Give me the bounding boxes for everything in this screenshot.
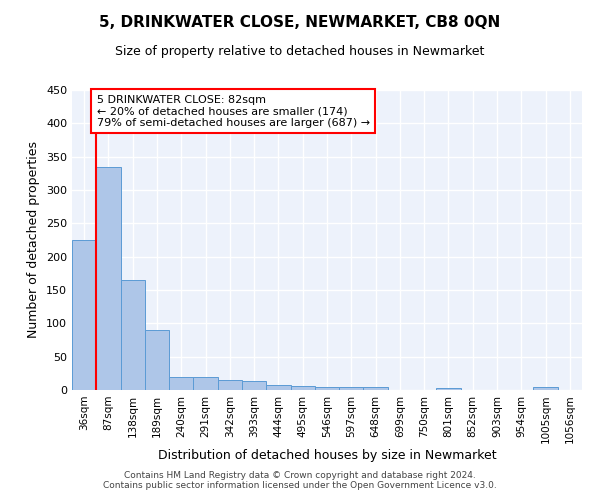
Text: 5, DRINKWATER CLOSE, NEWMARKET, CB8 0QN: 5, DRINKWATER CLOSE, NEWMARKET, CB8 0QN xyxy=(100,15,500,30)
Bar xyxy=(145,330,169,390)
Bar xyxy=(242,380,266,390)
X-axis label: Distribution of detached houses by size in Newmarket: Distribution of detached houses by size … xyxy=(158,449,496,462)
Bar xyxy=(339,386,364,390)
Text: Size of property relative to detached houses in Newmarket: Size of property relative to detached ho… xyxy=(115,45,485,58)
Bar xyxy=(315,386,339,390)
Bar xyxy=(290,386,315,390)
Bar xyxy=(193,376,218,390)
Text: Contains HM Land Registry data © Crown copyright and database right 2024.
Contai: Contains HM Land Registry data © Crown c… xyxy=(103,470,497,490)
Bar xyxy=(533,388,558,390)
Bar xyxy=(218,380,242,390)
Bar xyxy=(169,376,193,390)
Bar xyxy=(436,388,461,390)
Y-axis label: Number of detached properties: Number of detached properties xyxy=(28,142,40,338)
Text: 5 DRINKWATER CLOSE: 82sqm
← 20% of detached houses are smaller (174)
79% of semi: 5 DRINKWATER CLOSE: 82sqm ← 20% of detac… xyxy=(97,94,370,128)
Bar xyxy=(72,240,96,390)
Bar xyxy=(96,166,121,390)
Bar xyxy=(121,280,145,390)
Bar xyxy=(266,386,290,390)
Bar xyxy=(364,388,388,390)
